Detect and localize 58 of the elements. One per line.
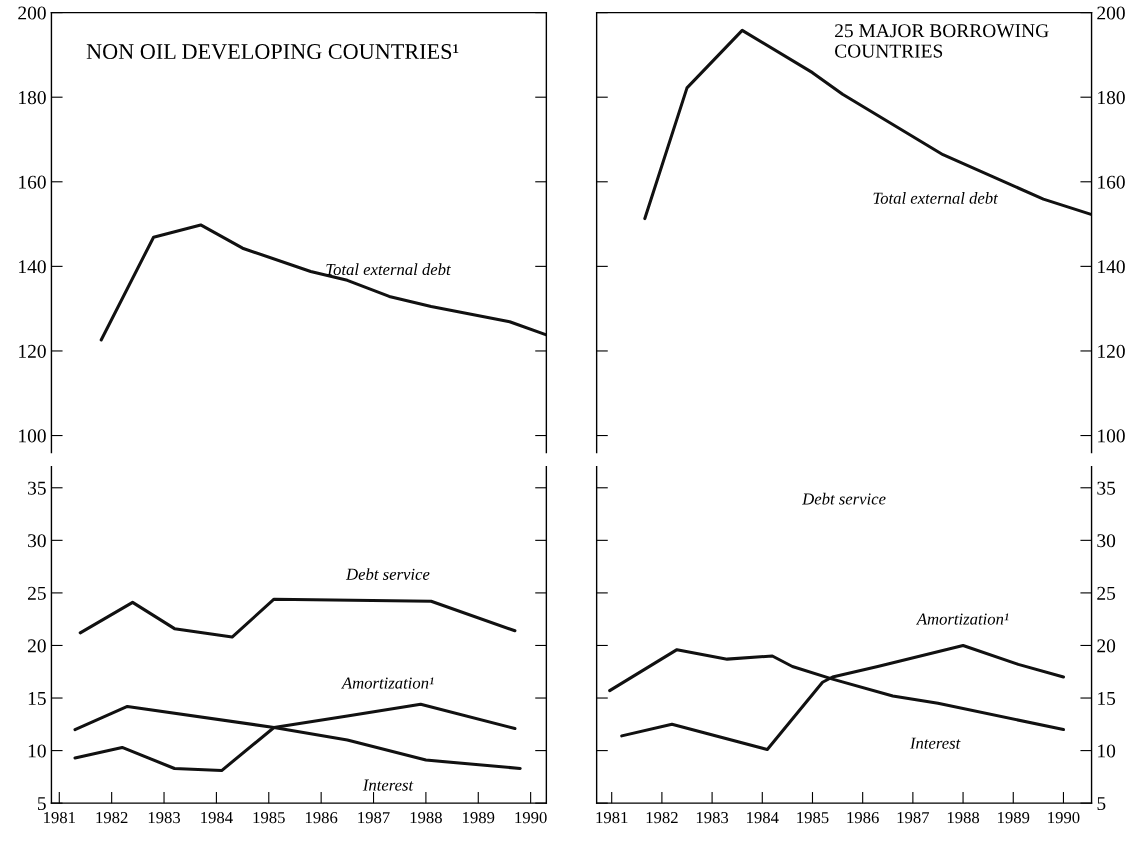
y2-tick-label: 30 [1097,534,1116,548]
x-tick-label: 1981 [596,811,628,824]
x-tick-label: 1987 [358,811,390,824]
x-tick-label: 1986 [305,811,338,824]
y2-tick-label: 140 [1098,260,1125,274]
x-tick-label: 1989 [463,811,495,824]
x-tick-label: 1985 [253,811,285,824]
series-label: Total external debt [326,263,451,276]
line-series [78,597,517,639]
series-label: Total external debt [873,192,999,204]
x-tick-label: 1984 [747,811,779,824]
series-label: Amortization¹ [341,677,434,689]
series-label: Interest [909,737,961,749]
x-tick-label: 1988 [947,811,980,824]
y2-tick-label: 25 [1097,586,1116,600]
x-tick-label: 1986 [847,811,879,824]
x-tick-label: 1981 [44,811,75,824]
y2-tick-label: 180 [1098,91,1125,105]
y2-tick-label: 5 [1097,797,1106,811]
x-tick-label: 1983 [148,811,181,824]
y-tick-label: 5 [37,797,46,811]
y-tick-label: 140 [19,260,46,274]
y2-tick-label: 15 [1098,691,1116,705]
y2-tick-label: 200 [1097,6,1125,20]
y2-tick-label: 120 [1098,344,1125,358]
line-series [99,223,547,342]
x-tick-label: 1990 [515,811,547,824]
y-tick-label: 180 [19,91,46,105]
x-tick-label: 1989 [998,811,1030,824]
y2-tick-label: 20 [1097,639,1116,653]
annotation: Debt service [802,492,886,505]
text: 25 MAJOR BORROWING COUNTRIES [835,24,1049,58]
y-tick-label: 100 [19,429,46,443]
x-tick-label: 1987 [897,811,930,824]
x-tick-label: 1988 [410,811,442,824]
y-tick-label: 35 [28,481,46,495]
series-label: Interest [362,779,414,791]
y-tick-label: 10 [28,744,46,758]
y-tick-label: 160 [19,175,46,189]
x-tick-label: 1990 [1048,811,1080,824]
y-tick-label: 30 [28,534,46,548]
y-tick-label: 200 [18,6,46,20]
x-tick-label: 1982 [646,811,678,824]
y2-tick-label: 35 [1097,481,1116,495]
y2-tick-label: 160 [1098,175,1125,189]
x-tick-label: 1984 [201,811,233,824]
x-tick-label: 1982 [96,811,128,824]
y-tick-label: 25 [27,586,46,600]
series-label: Amortization¹ [915,613,1009,625]
y-tick-label: 120 [19,344,46,358]
y2-tick-label: 100 [1098,429,1125,443]
y-tick-label: 15 [28,691,46,705]
x-tick-label: 1985 [797,811,829,824]
text: NON OIL DEVELOPING COUNTRIES¹ [86,44,459,60]
series-label: Debt service [345,568,430,580]
x-tick-label: 1983 [696,811,729,824]
y-tick-label: 20 [27,639,46,653]
y2-tick-label: 10 [1098,744,1116,758]
